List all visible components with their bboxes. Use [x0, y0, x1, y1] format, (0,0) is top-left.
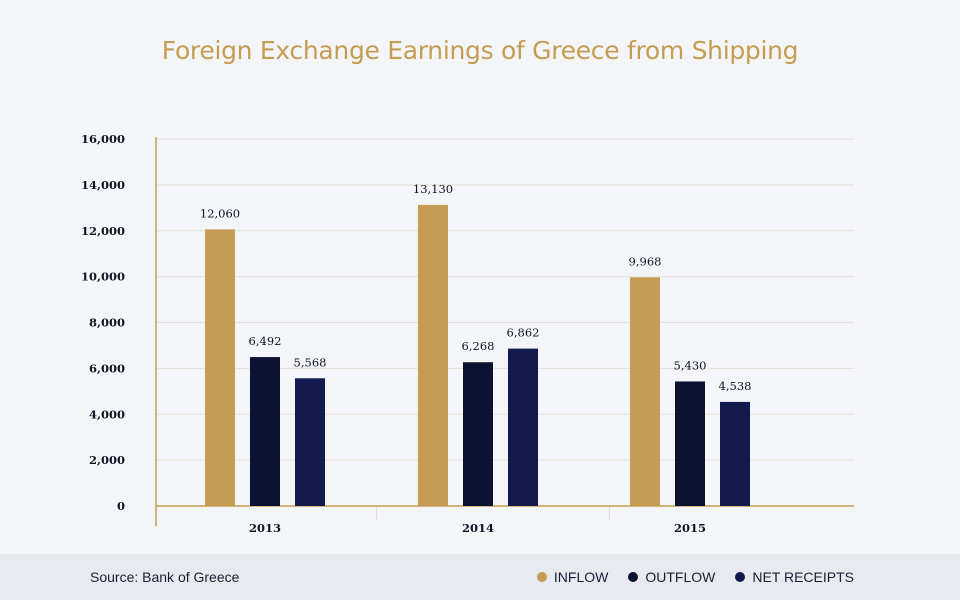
y-tick-label: 10,000 — [81, 270, 125, 284]
data-label: 4,538 — [719, 379, 752, 393]
legend-label-net-receipts: NET RECEIPTS — [752, 569, 854, 585]
y-tick-label: 4,000 — [89, 407, 125, 421]
chart-title: Foreign Exchange Earnings of Greece from… — [161, 36, 799, 65]
bar-inflow — [418, 204, 448, 506]
data-label: 9,968 — [629, 254, 662, 268]
x-tick-label: 2015 — [674, 521, 706, 535]
legend-label-outflow: OUTFLOW — [645, 569, 716, 585]
data-label: 13,130 — [413, 182, 453, 196]
legend-item-outflow: OUTFLOW — [628, 569, 715, 585]
data-label: 5,568 — [294, 355, 327, 369]
bar-outflow — [463, 362, 493, 506]
legend-label-inflow: INFLOW — [553, 569, 609, 585]
data-label: 6,862 — [507, 326, 540, 340]
chart-footer: Source: Bank of Greece INFLOW OUTFLOW NE… — [0, 554, 960, 600]
legend-item-net-receipts: NET RECEIPTS — [735, 569, 854, 585]
source-note: Source: Bank of Greece — [90, 569, 240, 585]
y-tick-label: 2,000 — [89, 453, 125, 467]
data-label: 6,492 — [249, 334, 282, 348]
y-tick-label: 8,000 — [89, 316, 125, 330]
bar-net-receipts — [295, 378, 325, 506]
bar-outflow — [250, 357, 280, 506]
y-tick-label: 12,000 — [81, 224, 125, 238]
y-tick-label: 14,000 — [81, 178, 125, 192]
y-tick-label: 0 — [117, 499, 125, 513]
bar-net-receipts — [720, 401, 750, 506]
data-label: 5,430 — [674, 358, 707, 372]
legend-swatch-net-receipts — [735, 572, 746, 582]
x-tick-label: 2014 — [462, 521, 494, 535]
chart-legend: INFLOW OUTFLOW NET RECEIPTS — [536, 569, 854, 585]
bar-inflow — [205, 229, 235, 506]
legend-swatch-inflow — [536, 572, 547, 582]
y-tick-label: 16,000 — [81, 132, 125, 146]
data-label: 12,060 — [200, 206, 240, 220]
bar-chart: 0 2,000 4,000 6,000 8,000 10,000 12,000 14,000 1… — [81, 132, 854, 535]
legend-swatch-outflow — [628, 572, 639, 582]
x-tick-label: 2013 — [249, 521, 281, 535]
bar-net-receipts — [508, 348, 538, 506]
bar-outflow — [675, 381, 705, 506]
data-label: 6,268 — [462, 339, 495, 353]
y-tick-label: 6,000 — [89, 361, 125, 375]
bar-inflow — [630, 277, 660, 506]
legend-item-inflow: INFLOW — [536, 569, 609, 585]
